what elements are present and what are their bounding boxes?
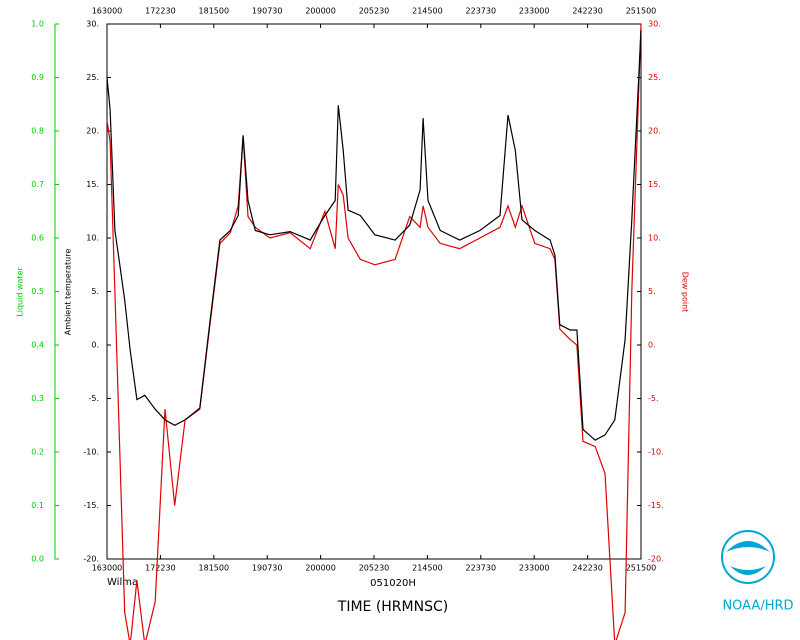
y-tick-label: -5.	[88, 394, 99, 403]
x-tick-label-top: 242230	[572, 7, 603, 16]
y3-tick-label: 0.3	[31, 394, 44, 403]
x-tick-label-top: 172230	[145, 7, 176, 16]
y-tick-label: -10.	[83, 448, 99, 457]
y-tick-label: 30.	[86, 20, 99, 29]
x-tick-label-top: 233000	[519, 7, 550, 16]
y3-tick-label: 0.8	[31, 127, 44, 136]
y2-tick-label: -5.	[648, 394, 659, 403]
y-tick-label: 10.	[86, 234, 99, 243]
y2-tick-label: 10.	[648, 234, 661, 243]
y-tick-label: 5.	[91, 287, 99, 296]
y3-tick-label: 0.6	[31, 234, 44, 243]
y-tick-label: 0.	[91, 341, 99, 350]
y2-tick-label: 25.	[648, 73, 661, 82]
y3-axis-title: Liquid water	[16, 267, 25, 317]
storm-name: Wilma	[107, 577, 138, 588]
y3-tick-label: 0.9	[31, 73, 44, 82]
y3-tick-label: 0.5	[31, 287, 44, 296]
x-tick-label-top: 223730	[466, 7, 497, 16]
y-tick-label: -20.	[83, 555, 99, 564]
x-tick-label: 251500	[626, 564, 657, 573]
y-tick-label: 15.	[86, 180, 99, 189]
x-tick-label: 190730	[252, 564, 283, 573]
x-axis-title: TIME (HRMNSC)	[337, 599, 448, 615]
y2-tick-label: 15.	[648, 180, 661, 189]
x-tick-label: 214500	[412, 564, 443, 573]
y3-tick-label: 0.0	[31, 555, 44, 564]
y2-axis-title: Dew point	[681, 272, 690, 313]
x-tick-label: 163000	[92, 564, 123, 573]
x-tick-label: 242230	[572, 564, 603, 573]
noaa-logo	[721, 530, 775, 584]
y-tick-label: -15.	[83, 501, 99, 510]
y3-tick-label: 0.4	[31, 341, 44, 350]
y2-tick-label: 30.	[648, 20, 661, 29]
plot-frame	[106, 23, 642, 560]
series-line	[106, 30, 642, 441]
x-tick-label-top: 214500	[412, 7, 443, 16]
credit: NOAA/HRD	[722, 599, 793, 614]
x-tick-label-top: 181500	[199, 7, 230, 16]
x-tick-label-top: 251500	[626, 7, 657, 16]
y2-tick-label: 20.	[648, 127, 661, 136]
flight-id: 051020H	[370, 578, 416, 589]
y3-tick-label: 0.1	[31, 501, 44, 510]
x-tick-label: 223730	[466, 564, 497, 573]
x-tick-label: 233000	[519, 564, 550, 573]
y-tick-label: 20.	[86, 127, 99, 136]
y-axis-title: Ambient temperature	[64, 249, 73, 336]
x-tick-label: 200000	[305, 564, 336, 573]
x-tick-label-top: 190730	[252, 7, 283, 16]
y-tick-label: 25.	[86, 73, 99, 82]
x-tick-label: 181500	[199, 564, 230, 573]
x-tick-label: 172230	[145, 564, 176, 573]
series-line	[106, 23, 642, 640]
y3-tick-label: 0.7	[31, 180, 44, 189]
x-tick-label: 205230	[359, 564, 390, 573]
y2-tick-label: 5.	[648, 287, 656, 296]
x-tick-label-top: 200000	[305, 7, 336, 16]
y2-tick-label: -10.	[648, 448, 664, 457]
x-tick-label-top: 163000	[92, 7, 123, 16]
y3-tick-label: 0.2	[31, 448, 44, 457]
y3-tick-label: 1.0	[31, 20, 44, 29]
y2-tick-label: -20.	[648, 555, 664, 564]
y2-tick-label: 0.	[648, 341, 656, 350]
y2-tick-label: -15.	[648, 501, 664, 510]
x-tick-label-top: 205230	[359, 7, 390, 16]
